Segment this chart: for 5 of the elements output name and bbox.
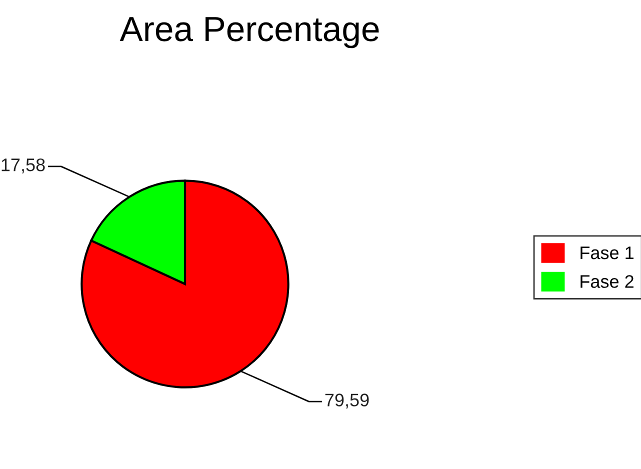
data-label: 79,59 [325, 394, 369, 409]
chart-title: Area Percentage [120, 17, 379, 48]
legend-label: Fase 2 [580, 275, 634, 288]
legend-label: Fase 1 [580, 246, 634, 260]
data-label: 17,58 [2, 158, 45, 174]
